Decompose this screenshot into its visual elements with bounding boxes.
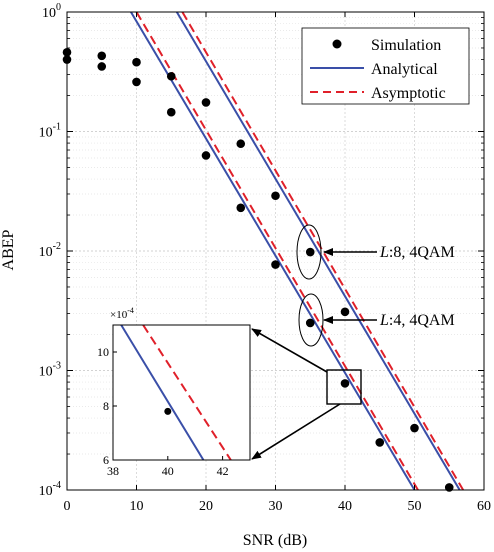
analytical-line-l4 — [130, 12, 416, 490]
inset-curves — [120, 325, 232, 460]
zoom-region-box — [326, 369, 362, 405]
inset-y-tick-label: 6 — [103, 453, 109, 467]
simulation-point-l8 — [97, 51, 107, 61]
simulation-point-l4 — [410, 423, 419, 433]
asymptotic-line-l4 — [135, 12, 419, 490]
legend-simulation-marker — [332, 39, 342, 49]
legend-analytical-label: Analytical — [371, 61, 438, 78]
inset-x-tick-label: 38 — [107, 464, 119, 478]
y-tick-label: 10-4 — [39, 480, 61, 499]
simulation-point-l8 — [132, 57, 141, 67]
inset-multiplier: ×10-4 — [110, 306, 134, 321]
x-tick-label: 0 — [64, 499, 71, 514]
annotation-ellipse-l8 — [296, 224, 322, 280]
inset-frame — [112, 324, 251, 461]
x-axis-label: SNR (dB) — [243, 532, 307, 549]
simulation-point-l8 — [305, 247, 315, 257]
inset-analytical-line — [120, 325, 205, 460]
simulation-point-l4 — [340, 379, 350, 388]
simulation-point-l4 — [132, 77, 141, 87]
simulation-point-l8 — [271, 191, 280, 201]
annotations: L:8, 4QAM L:4, 4QAM — [251, 224, 455, 460]
legend: Simulation Analytical Asymptotic — [301, 27, 470, 105]
axis-ticks: 0 10 20 30 40 50 60 100 10-1 10-2 10-3 10-4 — [39, 2, 491, 514]
simulation-point-l4 — [236, 203, 246, 213]
annotation-label-l8: L:8, 4QAM — [379, 244, 455, 261]
inset-y-tick-label: 10 — [97, 345, 109, 359]
simulation-point-l4 — [201, 151, 211, 160]
legend-simulation-label: Simulation — [371, 37, 441, 54]
inset-chart: 38 40 42 6 8 10 ×10-4 — [97, 306, 251, 478]
y-axis-label: ABEP — [0, 229, 17, 270]
inset-x-tick-label: 42 — [217, 464, 229, 478]
x-tick-label: 30 — [269, 499, 283, 514]
inset-ticks: 38 40 42 6 8 10 — [97, 345, 229, 478]
simulation-point-l4 — [271, 260, 280, 269]
legend-asymptotic-label: Asymptotic — [371, 85, 446, 102]
simulation-point-l4 — [375, 438, 385, 447]
y-tick-label: 10-2 — [39, 241, 61, 260]
zoom-arrow-top — [251, 328, 328, 373]
simulation-point-l4 — [166, 107, 176, 117]
simulation-point-l4 — [305, 318, 315, 328]
simulation-point-l8 — [340, 307, 350, 317]
inset-y-tick-label: 8 — [103, 399, 109, 413]
simulation-point-l8 — [166, 71, 176, 81]
zoom-arrow-bottom — [251, 403, 341, 460]
inset-asymptotic-line — [142, 325, 232, 460]
y-tick-label: 100 — [42, 2, 61, 21]
analytical-line-l8 — [175, 12, 461, 490]
x-tick-label: 10 — [130, 499, 144, 514]
y-tick-label: 10-3 — [39, 361, 61, 380]
simulation-point-l8 — [201, 98, 211, 107]
inset-x-tick-label: 40 — [162, 464, 174, 478]
inset-simulation-marker — [164, 407, 172, 415]
y-tick-label: 10-1 — [39, 122, 61, 141]
x-tick-label: 50 — [408, 499, 422, 514]
x-tick-label: 20 — [199, 499, 213, 514]
simulation-point-l4 — [97, 62, 107, 71]
x-tick-label: 40 — [338, 499, 352, 514]
x-tick-label: 60 — [477, 499, 491, 514]
asymptotic-line-l8 — [181, 12, 465, 490]
curves — [130, 12, 465, 490]
simulation-point-l8 — [236, 139, 246, 149]
annotation-label-l4: L:4, 4QAM — [379, 312, 455, 329]
